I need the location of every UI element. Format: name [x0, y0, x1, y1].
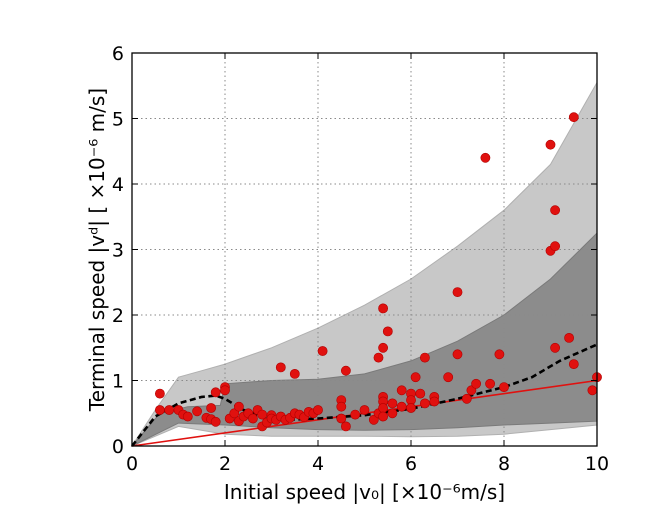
data-point — [419, 352, 430, 363]
data-point — [154, 388, 165, 399]
y-tick-label: 0 — [112, 436, 124, 458]
data-point — [154, 405, 165, 415]
data-points — [154, 112, 602, 432]
data-point — [485, 378, 495, 389]
data-point — [378, 411, 388, 422]
data-point — [182, 411, 193, 422]
data-point — [378, 342, 388, 353]
confidence-bands — [130, 80, 598, 448]
data-point — [164, 405, 175, 415]
x-axis-label: Initial speed |v₀| [×10⁻⁶m/s] — [224, 480, 505, 504]
data-point — [480, 152, 491, 163]
data-point — [410, 372, 421, 383]
data-point — [192, 406, 202, 417]
data-point — [396, 385, 407, 396]
data-point — [336, 413, 347, 424]
data-point — [340, 365, 351, 376]
data-point — [210, 387, 221, 398]
x-tick-label: 10 — [585, 453, 609, 475]
data-point — [550, 241, 560, 252]
data-point — [587, 385, 598, 396]
data-point — [373, 352, 384, 363]
data-point — [210, 416, 221, 427]
data-point — [452, 287, 463, 297]
data-point — [406, 403, 416, 413]
x-tick-label: 0 — [126, 453, 138, 475]
x-tick-label: 8 — [498, 453, 510, 475]
axis-ticks: 0 2 4 6 8 10 0 1 2 3 4 5 6 — [112, 43, 609, 475]
data-point — [378, 403, 388, 413]
data-point — [415, 388, 426, 399]
y-tick-label: 2 — [112, 305, 124, 327]
y-tick-label: 1 — [112, 371, 124, 393]
data-point — [247, 413, 258, 424]
data-point — [206, 403, 216, 413]
data-point — [471, 378, 481, 389]
x-tick-label: 2 — [219, 453, 231, 475]
data-point — [499, 382, 509, 392]
data-point — [443, 372, 454, 383]
data-point — [350, 409, 361, 420]
data-point — [317, 346, 328, 356]
data-point — [313, 405, 323, 415]
data-point — [494, 349, 505, 360]
x-tick-label: 6 — [405, 453, 417, 475]
x-tick-label: 4 — [312, 453, 324, 475]
mean-curve — [130, 343, 598, 447]
data-point — [387, 408, 398, 419]
y-axis-label: Terminal speed |vᵈ| [ ×10⁻⁶ m/s] — [85, 88, 109, 412]
data-point — [429, 396, 440, 407]
data-point — [461, 393, 472, 404]
data-point — [568, 112, 579, 123]
y-tick-label: 4 — [112, 174, 124, 196]
data-point — [568, 359, 579, 369]
data-point — [550, 342, 560, 353]
data-point — [275, 362, 286, 373]
data-point — [564, 332, 574, 343]
y-tick-label: 5 — [112, 109, 124, 131]
data-point — [452, 349, 463, 360]
data-point — [289, 368, 300, 379]
data-point — [220, 385, 230, 396]
data-point — [419, 398, 430, 409]
data-point — [233, 401, 244, 412]
data-point — [359, 405, 370, 415]
data-point — [387, 398, 398, 409]
data-point — [382, 326, 393, 337]
data-point — [396, 401, 407, 412]
y-tick-label: 3 — [112, 240, 124, 262]
data-point — [336, 401, 347, 412]
data-point — [340, 421, 351, 432]
data-point — [545, 139, 556, 150]
data-point — [550, 205, 560, 216]
y-tick-label: 6 — [112, 43, 124, 65]
data-point — [378, 303, 388, 314]
